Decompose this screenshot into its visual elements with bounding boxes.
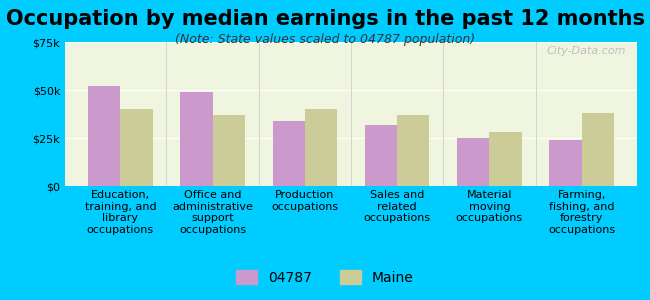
Text: (Note: State values scaled to 04787 population): (Note: State values scaled to 04787 popu… [175, 33, 475, 46]
Bar [272, 121, 305, 186]
Bar [582, 113, 614, 186]
Bar [305, 109, 337, 186]
Bar [397, 115, 430, 186]
Legend: 04787, Maine: 04787, Maine [231, 264, 419, 290]
Bar [489, 132, 522, 186]
Bar [457, 138, 489, 186]
Bar [180, 92, 213, 186]
Bar [549, 140, 582, 186]
Text: Occupation by median earnings in the past 12 months: Occupation by median earnings in the pas… [5, 9, 645, 29]
Text: City-Data.com: City-Data.com [546, 46, 625, 56]
Bar [88, 86, 120, 186]
Bar [120, 109, 153, 186]
Bar [365, 124, 397, 186]
Bar [213, 115, 245, 186]
